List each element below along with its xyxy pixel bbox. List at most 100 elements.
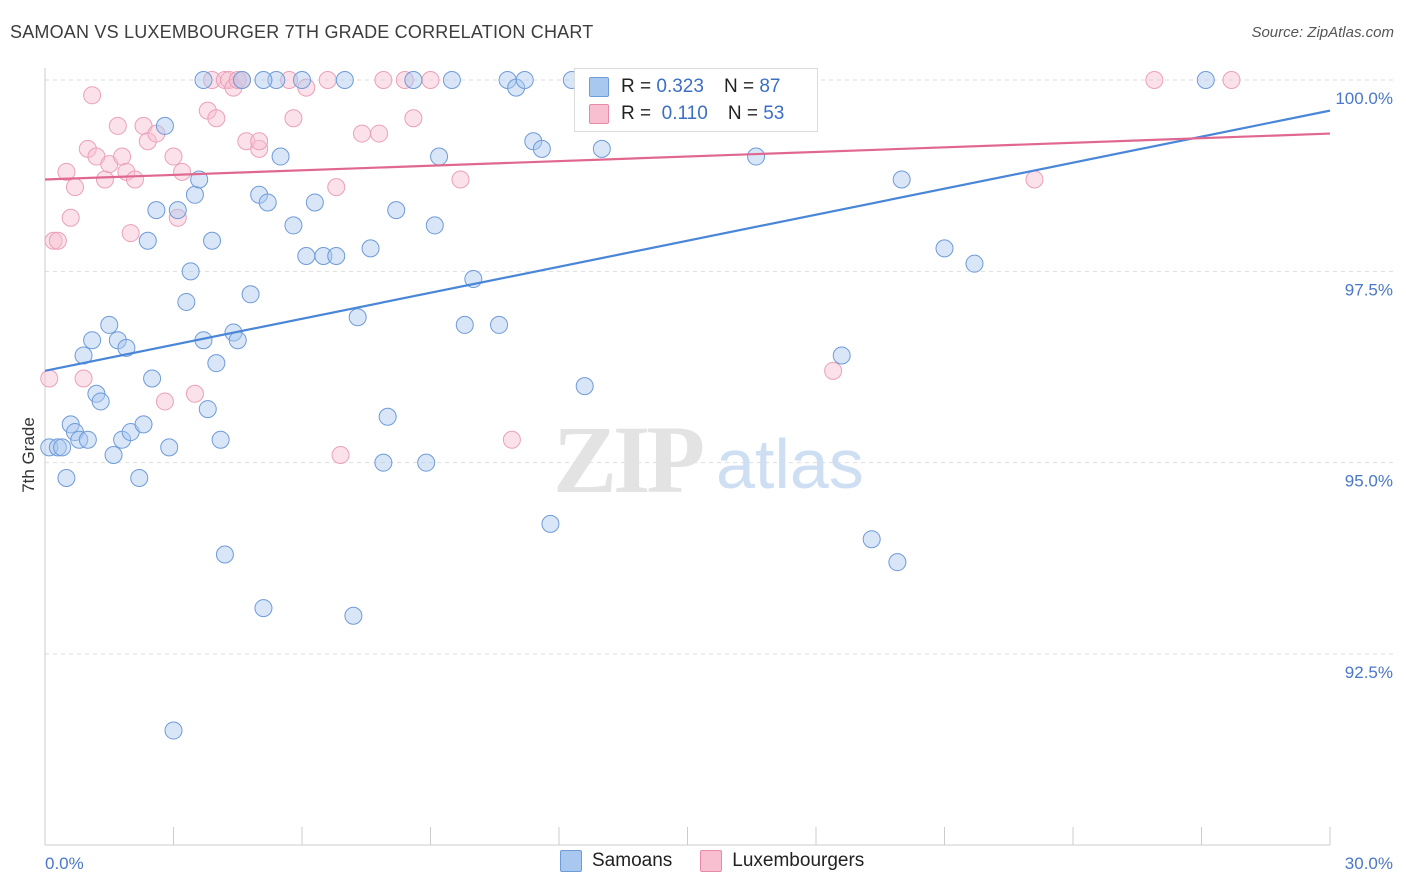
luxembourger-point [374,71,393,89]
legend-swatch-samoans [560,850,582,872]
samoan-point [455,315,474,334]
samoan-point [532,139,551,158]
luxembourger-point [74,369,93,388]
samoan-point [297,247,316,266]
samoan-point [138,231,157,250]
luxembourger-point [331,446,350,465]
samoan-point [211,430,230,449]
samoan-point [361,239,380,258]
legend-n-label: N = [727,103,758,124]
samoan-point [104,446,123,465]
samoan-point [327,247,346,266]
samoan-point [254,599,273,618]
luxembourgers-trend-line [44,132,1331,181]
samoan-point [862,530,881,549]
samoan-point [267,71,286,89]
samoan-point [134,415,153,434]
y-tick-label: 95.0% [1345,472,1393,491]
luxembourger-point [318,71,337,89]
samoan-point [1196,71,1215,89]
luxembourger-point [404,109,423,128]
samoan-point [374,453,393,472]
samoan-point [155,116,174,135]
legend-n-value: 87 [759,76,781,97]
samoan-point [892,170,911,189]
samoan-point [168,201,187,220]
samoan-point [48,438,67,457]
samoan-point [83,331,102,350]
samoan-point [417,453,436,472]
samoan-point [117,338,136,357]
samoan-point [91,392,110,411]
luxembourger-point [370,124,389,143]
legend-r-label: R = [621,76,652,97]
samoan-point [387,201,406,220]
luxembourger-point [168,208,187,227]
legend-swatch-luxembourgers [589,104,609,124]
samoan-point [215,545,234,564]
samoan-point [344,606,363,625]
legend-box: R = 0.323 N = 87 R = 0.110 N = 53 [574,68,818,132]
bottom-legend: Samoans Luxembourgers [560,850,892,872]
luxembourger-point [173,162,192,181]
samoan-point [198,400,217,419]
samoan-point [181,262,200,281]
luxembourger-point [57,162,76,181]
samoan-point [378,407,397,426]
samoan-point [430,147,449,166]
legend-item-luxembourgers[interactable]: Luxembourgers [700,850,864,872]
luxembourger-point [824,361,843,380]
legend-n-label: N = [723,76,755,97]
luxembourger-point [155,392,174,411]
chart-title: SAMOAN VS LUXEMBOURGER 7TH GRADE CORRELA… [10,22,594,42]
y-tick-label: 100.0% [1335,89,1393,108]
samoan-point [747,147,766,166]
x-tick-label: 30.0% [1345,854,1393,873]
samoan-point [592,139,611,158]
samoan-point [233,71,252,89]
samoan-point [164,721,183,740]
luxembourger-point [352,124,371,143]
luxembourger-point [421,71,440,89]
samoan-point [965,254,984,273]
luxembourger-point [61,208,80,227]
samoan-point [203,231,222,250]
samoan-point [130,468,149,487]
samoan-point [442,71,461,89]
luxembourger-point [44,231,63,250]
luxembourger-point [40,369,59,388]
luxembourger-point [108,116,127,135]
luxembourger-point [185,384,204,403]
legend-swatch-samoans [589,77,609,97]
luxembourger-point [65,178,84,197]
samoan-point [53,438,72,457]
samoan-point [258,193,277,212]
luxembourger-point [1025,170,1044,189]
samoan-point [305,193,324,212]
luxembourger-point [95,170,114,189]
luxembourger-point [250,132,269,151]
samoan-point [177,292,196,311]
luxembourger-point [250,139,269,158]
samoan-point [207,354,226,373]
legend-item-samoans[interactable]: Samoans [560,850,672,872]
luxembourger-point [113,147,132,166]
luxembourger-point [83,86,102,105]
luxembourger-point [451,170,470,189]
samoan-point [78,430,97,449]
luxembourger-point [1222,71,1241,89]
luxembourger-point [228,71,247,89]
legend-r-value: 0.110 [661,103,708,124]
samoan-point [335,71,354,89]
samoan-point [241,285,260,304]
samoan-point [935,239,954,258]
samoan-point [160,438,179,457]
samoan-point [147,201,166,220]
legend-label-samoans: Samoans [592,850,673,871]
samoan-point [190,170,209,189]
samoan-point [228,331,247,350]
y-tick-label: 92.5% [1345,663,1393,682]
luxembourger-point [207,109,226,128]
luxembourger-point [284,109,303,128]
